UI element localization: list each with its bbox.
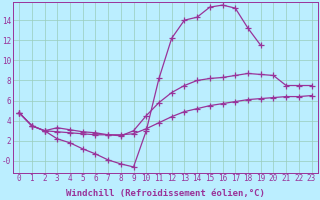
X-axis label: Windchill (Refroidissement éolien,°C): Windchill (Refroidissement éolien,°C) bbox=[66, 189, 265, 198]
